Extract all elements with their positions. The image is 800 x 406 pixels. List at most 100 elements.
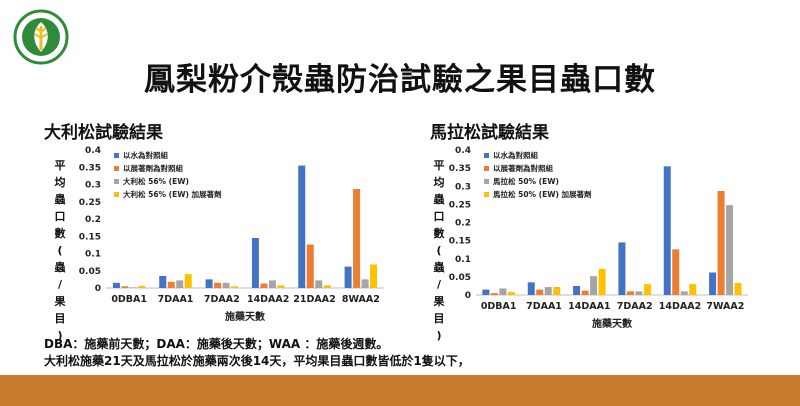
- legend-swatch: [484, 166, 489, 171]
- y-tick-label: 0.3: [85, 181, 101, 191]
- bar-14DAA1-1: [581, 290, 589, 295]
- bar-0DBA1-2: [499, 288, 507, 295]
- y-tick-label: 0: [465, 291, 471, 301]
- bar-0DBA1-1: [121, 286, 129, 288]
- bar-8WAA2-3: [370, 264, 378, 288]
- bar-7WAA2-1: [717, 190, 725, 295]
- x-tick-label: 0DBA1: [481, 301, 517, 312]
- bar-7DAA1-0: [527, 282, 535, 295]
- bar-7DAA1-2: [544, 287, 552, 295]
- bar-7DAA1-1: [167, 281, 175, 288]
- bar-7DAA2-0: [205, 279, 213, 288]
- bar-21DAA2-3: [323, 285, 331, 288]
- bar-0DBA1-1: [490, 293, 498, 295]
- bar-7DAA2-1: [214, 282, 222, 288]
- y-tick-label: 0: [95, 284, 101, 294]
- x-tick-label: 14DAA1: [568, 301, 610, 312]
- legend-swatch: [114, 166, 119, 171]
- x-tick-label: 0DBA1: [111, 294, 147, 305]
- x-tick-label: 14DAA2: [659, 301, 701, 312]
- y-tick-label: 0.05: [79, 267, 101, 277]
- bar-0DBA1-2: [129, 287, 137, 288]
- bar-0DBA1-0: [112, 282, 120, 288]
- y-tick-label: 0.2: [85, 215, 101, 225]
- bar-7DAA1-2: [176, 280, 184, 288]
- legend-swatch: [484, 192, 489, 197]
- y-axis-label-left: 平均蟲口數(蟲 / 果目): [54, 159, 66, 342]
- bar-21DAA2-0: [298, 165, 306, 288]
- y-tick-label: 0.25: [449, 200, 471, 210]
- y-tick-label: 0.2: [455, 219, 471, 229]
- y-axis-label-right: 平均蟲口數(蟲 / 果目): [433, 159, 445, 342]
- bar-7WAA2-3: [734, 283, 742, 295]
- legend-swatch: [484, 179, 489, 184]
- bar-21DAA2-2: [315, 280, 323, 288]
- bar-0DBA1-3: [507, 292, 515, 295]
- y-tick-label: 0.05: [449, 273, 471, 283]
- bar-7DAA2-0: [618, 242, 626, 295]
- bar-7WAA2-0: [709, 272, 717, 295]
- x-tick-label: 8WAA2: [342, 294, 380, 305]
- x-tick-label: 7WAA2: [706, 301, 744, 312]
- legend-entry: 以展著劑為對照組: [123, 163, 183, 173]
- bar-8WAA2-1: [353, 188, 361, 288]
- bar-14DAA2-2: [680, 291, 688, 295]
- legend-entry: 以水為對照組: [123, 150, 168, 160]
- bar-14DAA2-0: [251, 237, 259, 288]
- note-abbreviations: DBA：施藥前天數；DAA：施藥後天數；WAA ：施藥後週數。: [44, 337, 389, 351]
- bar-8WAA2-0: [344, 266, 352, 288]
- y-tick-label: 0.25: [79, 198, 101, 208]
- bar-7DAA2-2: [635, 291, 643, 295]
- x-tick-label: 7DAA2: [617, 301, 653, 312]
- bar-7WAA2-2: [726, 205, 734, 295]
- y-tick-label: 0.15: [79, 232, 101, 242]
- bar-14DAA2-1: [260, 283, 268, 288]
- bar-14DAA2-3: [689, 284, 697, 295]
- legend-swatch: [114, 192, 119, 197]
- x-tick-label: 7DAA1: [526, 301, 562, 312]
- bar-7DAA1-0: [159, 275, 167, 288]
- x-tick-label: 7DAA2: [204, 294, 240, 305]
- legend-entry: 馬拉松 50% (EW) 加展著劑: [493, 189, 592, 199]
- x-tick-label: 21DAA2: [293, 294, 335, 305]
- x-tick-label: 7DAA1: [158, 294, 194, 305]
- chart-left: 0 0.05 0.1 0.15 0.2 0.25 0.3 0.35 0.4 0DBA1 7DAA1 7…: [79, 146, 384, 323]
- bar-7DAA2-2: [222, 282, 230, 288]
- bar-14DAA1-3: [598, 268, 606, 295]
- agency-seal-icon: [13, 9, 69, 65]
- bar-7DAA1-3: [553, 287, 561, 295]
- y-tick-label: 0.35: [79, 163, 101, 173]
- bar-7DAA1-3: [184, 274, 192, 288]
- y-tick-label: 0.1: [85, 250, 101, 260]
- y-tick-label: 0.15: [449, 237, 471, 247]
- section-title-left: 大利松試驗結果: [44, 123, 163, 143]
- x-axis-label: 施藥天數: [592, 317, 632, 330]
- x-tick-label: 14DAA2: [247, 294, 289, 305]
- bar-0DBA1-3: [138, 285, 146, 288]
- bar-7DAA1-1: [536, 289, 544, 295]
- bar-0DBA1-0: [482, 289, 490, 295]
- y-tick-label: 0.1: [455, 255, 471, 265]
- legend-entry: 大利松 56% (EW): [123, 176, 189, 186]
- chart-right: 0 0.05 0.1 0.15 0.2 0.25 0.3 0.35 0.4 0DBA1 7DAA1 1…: [449, 146, 748, 330]
- note-conclusion: 大利松施藥21天及馬拉松於施藥兩次後14天，平均果目蟲口數皆低於1隻以下，: [44, 354, 470, 368]
- bar-8WAA2-2: [361, 279, 369, 288]
- legend-swatch: [484, 153, 489, 158]
- bar-14DAA2-0: [663, 166, 671, 295]
- bar-14DAA2-2: [268, 280, 276, 288]
- y-tick-label: 0.4: [455, 146, 471, 156]
- bar-21DAA2-1: [306, 244, 314, 288]
- bar-14DAA1-0: [573, 285, 581, 295]
- y-tick-label: 0.3: [455, 182, 471, 192]
- bar-7DAA2-1: [626, 291, 634, 295]
- bar-7DAA2-3: [643, 284, 651, 295]
- section-title-right: 馬拉松試驗結果: [430, 123, 549, 143]
- legend-entry: 馬拉松 50% (EW): [493, 176, 559, 186]
- legend-swatch: [114, 179, 119, 184]
- slide-title: 鳳梨粉介殼蟲防治試驗之果目蟲口數: [144, 62, 656, 98]
- bar-14DAA1-2: [590, 276, 598, 295]
- y-tick-label: 0.35: [449, 164, 471, 174]
- bar-7DAA2-3: [231, 286, 239, 288]
- legend-entry: 大利松 56% (EW) 加展著劑: [123, 189, 222, 199]
- legend-entry: 以水為對照組: [493, 150, 538, 160]
